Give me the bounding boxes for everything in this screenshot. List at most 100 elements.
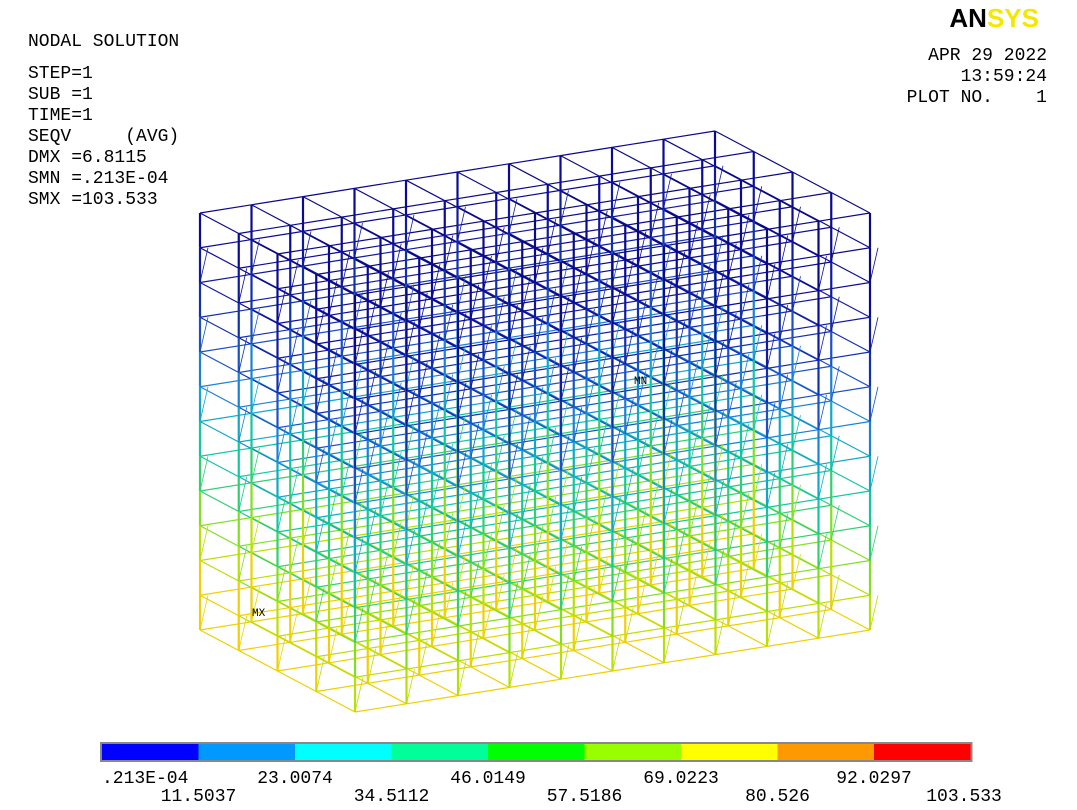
frame-member [727,591,737,626]
frame-member [818,525,871,535]
frame-member [598,210,639,232]
frame-member [663,619,716,629]
frame-member [663,451,703,473]
frame-member [509,513,518,549]
frame-member [650,272,660,307]
frame-member [830,504,871,527]
frame-member [547,566,587,588]
frame-member [830,539,871,562]
frame-member [818,394,827,430]
frame-member [792,276,801,312]
frame-member [663,280,673,316]
frame-member [560,467,600,490]
frame-member [728,582,780,592]
frame-member [315,448,325,484]
frame-member [573,606,626,617]
frame-member [818,420,871,431]
frame-member [650,202,660,238]
frame-member [508,267,549,290]
frame-member [392,243,402,279]
frame-member [792,345,832,367]
frame-member [238,467,291,478]
frame-member [341,390,351,426]
frame-member [598,558,608,594]
frame-member [599,167,651,177]
frame-member [818,464,827,500]
frame-member [701,541,742,563]
frame-member [611,563,652,586]
frame-member [508,476,549,498]
frame-member [302,187,355,198]
frame-member [238,406,278,429]
frame-member [315,656,356,678]
frame-member [676,598,716,621]
frame-member [405,249,446,271]
frame-member [406,668,415,704]
frame-member [199,595,209,631]
frame-member [663,555,703,578]
frame-member [534,525,544,561]
frame-member [560,635,613,646]
frame-member [199,386,209,422]
frame-member [586,517,595,553]
frame-member [560,294,600,316]
frame-member [354,222,394,245]
frame-member [367,509,377,545]
frame-member [714,547,755,570]
frame-member [586,447,595,483]
frame-member [663,208,703,230]
logo-part: SYS [987,3,1039,33]
frame-member [457,553,497,576]
frame-member [508,441,549,463]
frame-member [354,500,394,523]
frame-member [701,402,711,438]
frame-member [792,414,832,437]
frame-member [715,619,724,655]
frame-member [354,223,363,258]
frame-member [508,198,549,220]
frame-member [431,645,472,668]
frame-member [470,623,523,633]
frame-member [818,255,827,291]
frame-member [354,431,394,453]
legend-swatch [295,744,392,760]
info-line: SMX =103.533 [28,190,158,210]
frame-member [830,366,840,402]
frame-member [612,497,621,533]
info-line: NODAL SOLUTION [28,32,179,52]
frame-member [328,280,338,316]
frame-member [251,378,291,400]
frame-member [251,447,291,470]
frame-member [508,232,549,255]
frame-member [199,308,252,318]
max-marker: MX [252,608,266,620]
frame-member [663,349,673,385]
frame-member [367,648,407,670]
frame-member [444,582,454,618]
frame-member [341,390,381,412]
frame-member [302,231,312,267]
frame-member [457,310,497,333]
frame-member [779,504,832,515]
frame-member [444,304,484,326]
frame-member [251,621,291,643]
frame-member [289,468,299,504]
frame-member [792,206,832,228]
frame-member [612,627,665,637]
frame-member [328,419,338,455]
frame-member [316,647,368,658]
frame-member [779,191,832,202]
frame-member [818,247,871,257]
frame-member [792,518,832,541]
frame-member [547,218,557,254]
frame-member [702,185,754,196]
frame-member [457,197,510,208]
frame-member [238,476,248,512]
frame-member [199,594,240,617]
legend-label: 80.526 [745,787,810,807]
frame-member [611,390,652,412]
frame-member [509,444,518,479]
frame-member [611,355,652,377]
frame-member [702,150,754,161]
